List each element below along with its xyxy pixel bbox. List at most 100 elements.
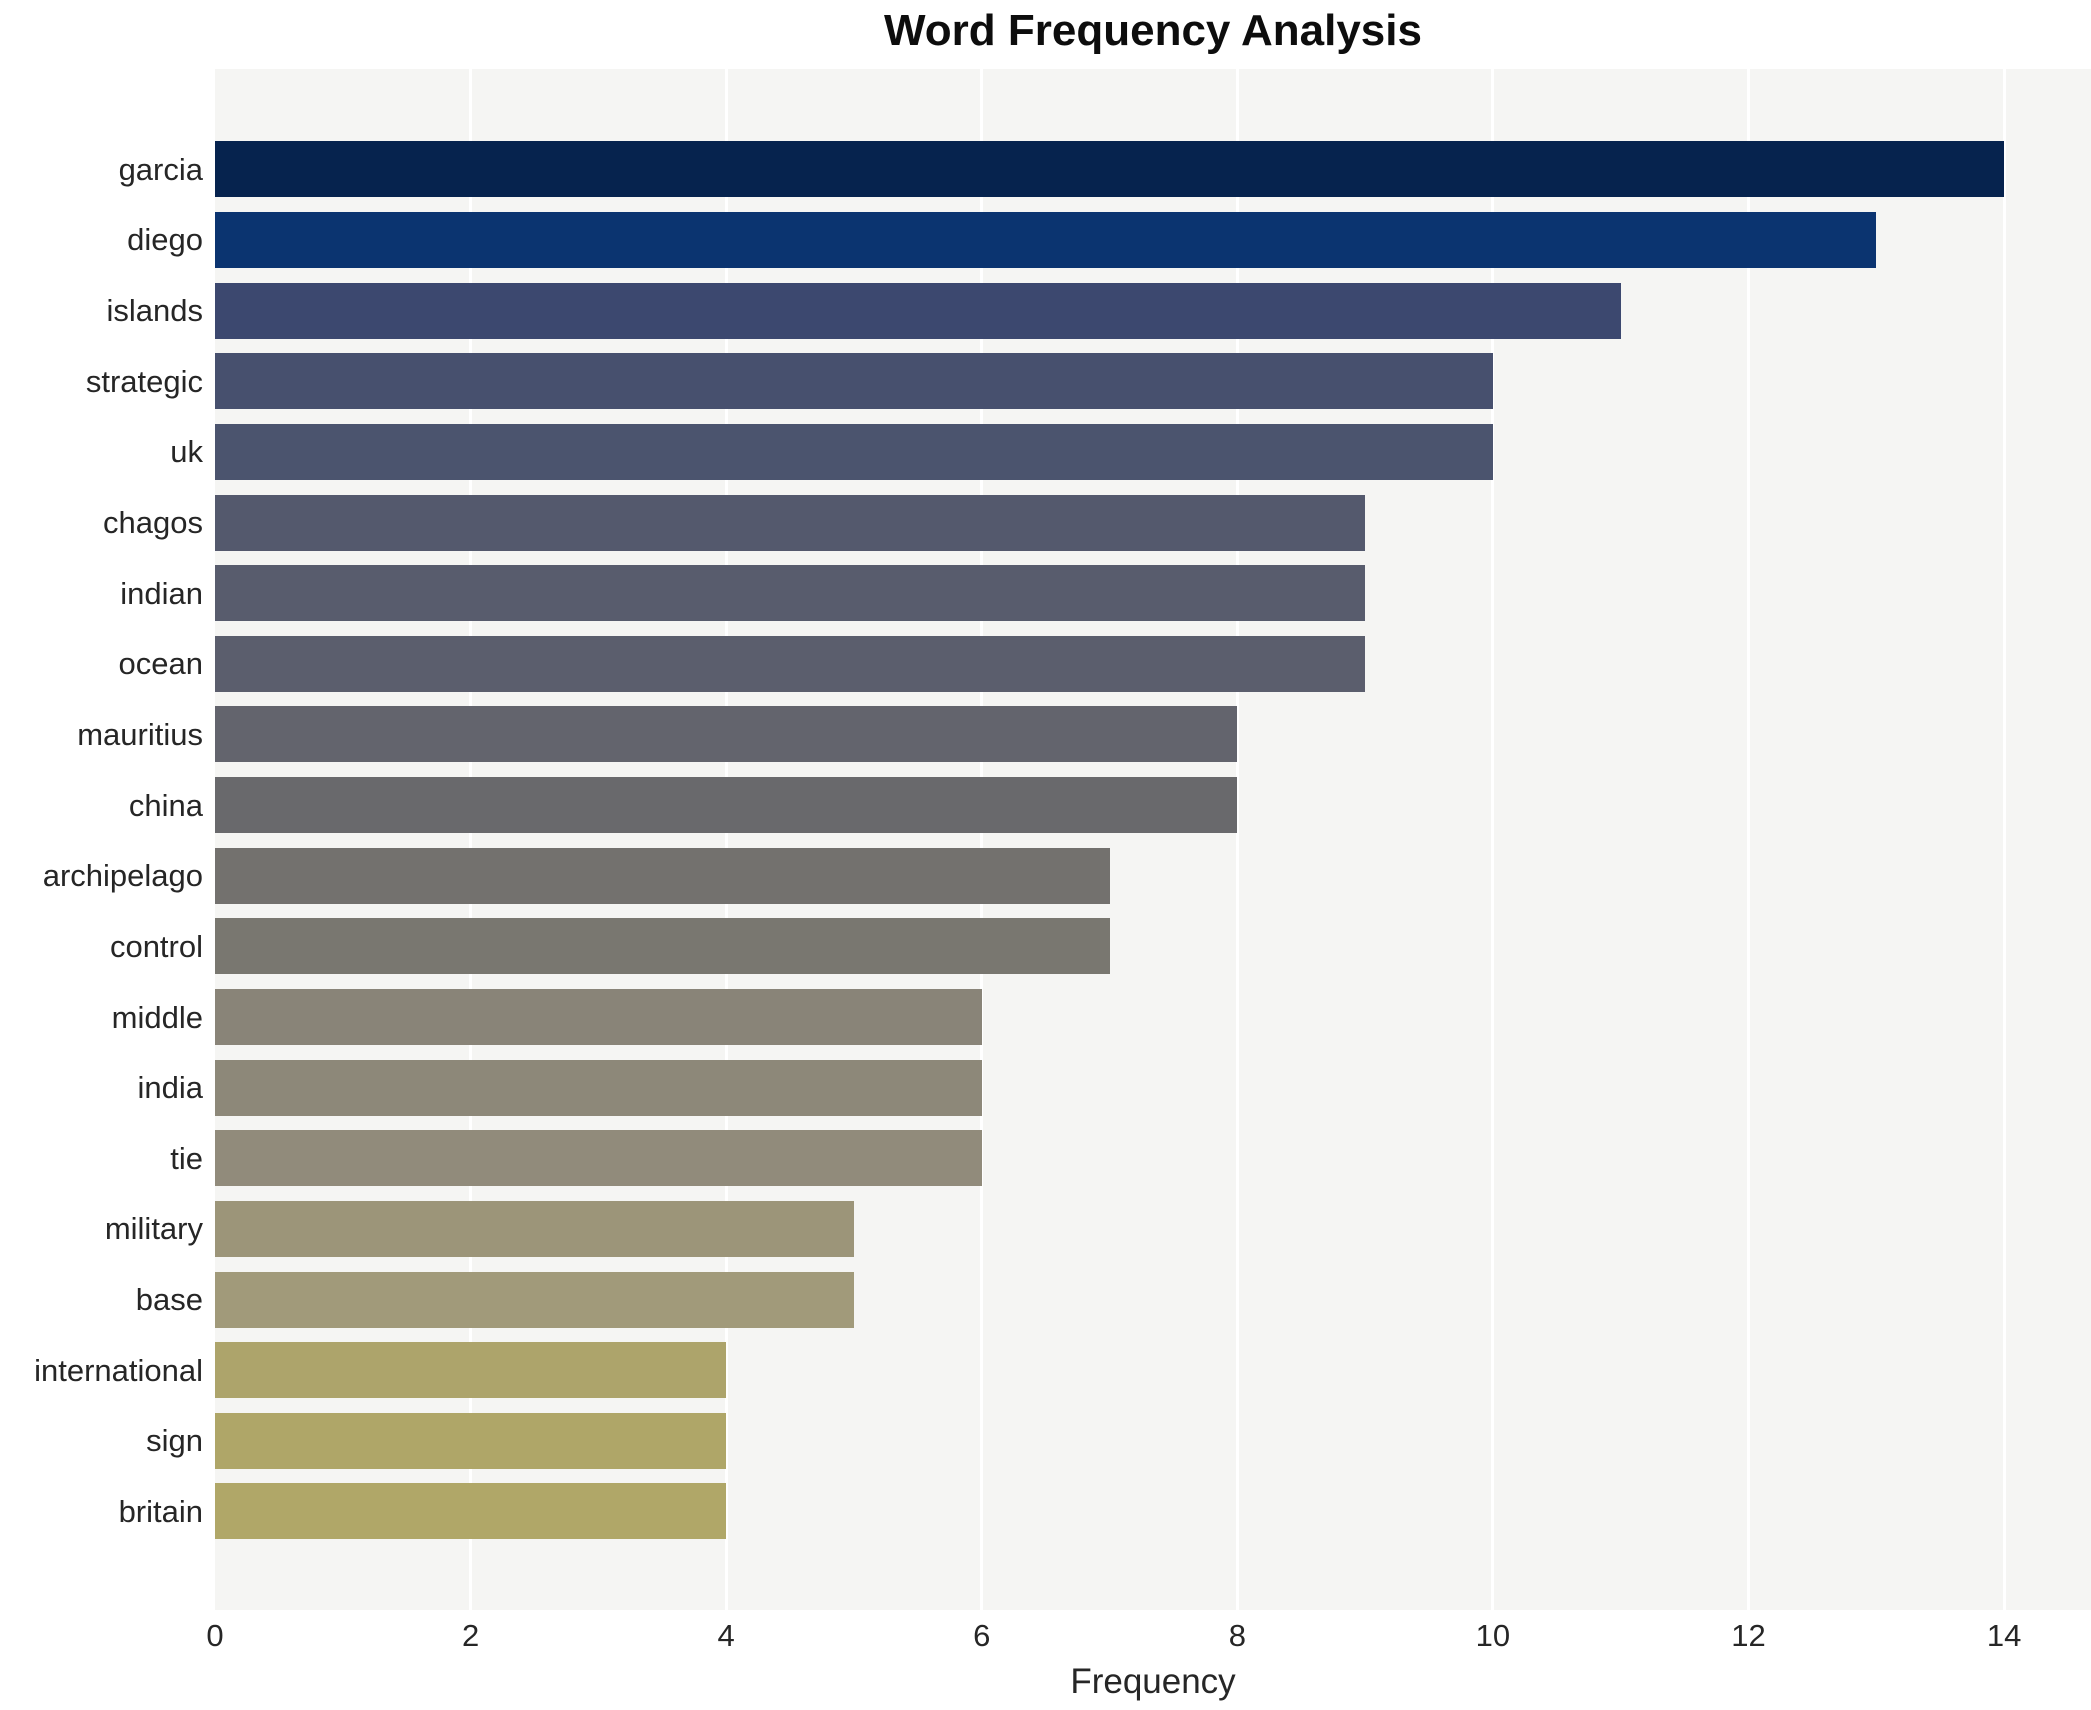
bar-track	[215, 417, 2091, 488]
bar-track	[215, 1194, 2091, 1265]
y-axis-category-label: britain	[118, 1493, 203, 1529]
y-axis-category-label: china	[128, 787, 203, 823]
gridline	[1235, 69, 1239, 1610]
bar-track	[215, 346, 2091, 417]
bar-row: military	[0, 1194, 2091, 1265]
bar-track	[215, 1476, 2091, 1547]
bar-row: china	[0, 770, 2091, 841]
bar-track	[215, 487, 2091, 558]
bar	[215, 423, 1493, 480]
x-axis-label: Frequency	[1070, 1662, 1236, 1701]
x-tick-label: 0	[206, 1618, 224, 1653]
bar	[215, 211, 1877, 268]
bar-track	[215, 1335, 2091, 1406]
y-axis-category-label: strategic	[85, 363, 203, 399]
bar	[215, 918, 1110, 975]
y-axis-category-label: tie	[170, 1140, 203, 1176]
y-axis-category-label: military	[104, 1211, 203, 1247]
x-tick-label: 6	[973, 1618, 991, 1653]
bar-row: international	[0, 1335, 2091, 1406]
bar-row: chagos	[0, 487, 2091, 558]
bar-track	[215, 1406, 2091, 1477]
x-tick-label: 14	[1986, 1618, 2022, 1653]
bar	[215, 1130, 982, 1187]
x-tick-label: 12	[1731, 1618, 1766, 1653]
bar-row: ocean	[0, 628, 2091, 699]
bar-row: mauritius	[0, 699, 2091, 770]
bar	[215, 847, 1110, 904]
y-axis-category-label: middle	[111, 999, 203, 1035]
gridline	[724, 69, 728, 1610]
bar-row: middle	[0, 982, 2091, 1053]
bar	[215, 1483, 727, 1540]
bar-row: base	[0, 1264, 2091, 1335]
bar-row: sign	[0, 1406, 2091, 1477]
y-axis-category-label: base	[135, 1282, 203, 1318]
bar-row: archipelago	[0, 840, 2091, 911]
y-axis-category-label: mauritius	[77, 716, 203, 752]
y-axis-category-label: ocean	[118, 646, 203, 682]
y-axis-category-label: sign	[146, 1423, 203, 1459]
gridline	[1491, 69, 1495, 1610]
bar	[215, 777, 1238, 834]
bar-track	[215, 205, 2091, 276]
bar-track	[215, 558, 2091, 629]
y-axis-category-label: international	[34, 1352, 203, 1388]
bar-row: britain	[0, 1476, 2091, 1547]
bar-row: uk	[0, 417, 2091, 488]
bar-track	[215, 840, 2091, 911]
bar	[215, 989, 982, 1045]
y-axis-category-label: diego	[127, 222, 203, 258]
bar-track	[215, 628, 2091, 699]
bar-track	[215, 134, 2091, 205]
bar-track	[215, 911, 2091, 982]
y-axis-category-label: uk	[170, 434, 203, 470]
bar-row: indian	[0, 558, 2091, 629]
gridline	[469, 69, 473, 1610]
bar-track	[215, 1052, 2091, 1123]
x-tick-label: 8	[1228, 1618, 1246, 1653]
gridline	[980, 69, 984, 1610]
bar	[215, 565, 1366, 622]
chart-title: Word Frequency Analysis	[884, 6, 1422, 55]
bar-row: garcia	[0, 134, 2091, 205]
gridline	[2002, 69, 2006, 1610]
bar	[215, 353, 1493, 410]
bar-track	[215, 275, 2091, 346]
bar-row: islands	[0, 275, 2091, 346]
bar-track	[215, 1123, 2091, 1194]
x-tick-label: 10	[1475, 1618, 1511, 1653]
gridline	[1747, 69, 1750, 1610]
x-tick-label: 2	[461, 1618, 480, 1653]
bar	[215, 635, 1366, 692]
bar-row: india	[0, 1052, 2091, 1123]
y-axis-category-label: garcia	[118, 151, 203, 187]
bar	[215, 494, 1366, 551]
bar-track	[215, 982, 2091, 1053]
y-axis-category-label: indian	[120, 575, 203, 611]
x-axis-ticks: 0 2 4 6 8 10 12 14	[206, 1618, 2091, 1660]
bar-track	[215, 699, 2091, 770]
bar	[215, 1342, 727, 1399]
bar-row: diego	[0, 205, 2091, 276]
bars-container: garcia diego islands strategic uk chagos…	[0, 134, 2091, 1547]
x-tick-label: 4	[717, 1618, 735, 1653]
bar	[215, 1200, 854, 1257]
bar	[215, 1412, 727, 1469]
bar-track	[215, 1264, 2091, 1335]
bar-row: tie	[0, 1123, 2091, 1194]
bar	[215, 282, 1621, 339]
bar-track	[215, 770, 2091, 841]
y-axis-category-label: india	[137, 1070, 204, 1106]
bar	[215, 141, 2005, 198]
bar	[215, 1271, 854, 1328]
bar-row: control	[0, 911, 2091, 982]
y-axis-category-label: archipelago	[42, 858, 203, 894]
bar-row: strategic	[0, 346, 2091, 417]
bar	[215, 1059, 982, 1116]
y-axis-category-label: chagos	[103, 505, 203, 541]
y-axis-category-label: islands	[106, 293, 204, 329]
bar	[215, 706, 1238, 763]
y-axis-category-label: control	[109, 928, 203, 964]
